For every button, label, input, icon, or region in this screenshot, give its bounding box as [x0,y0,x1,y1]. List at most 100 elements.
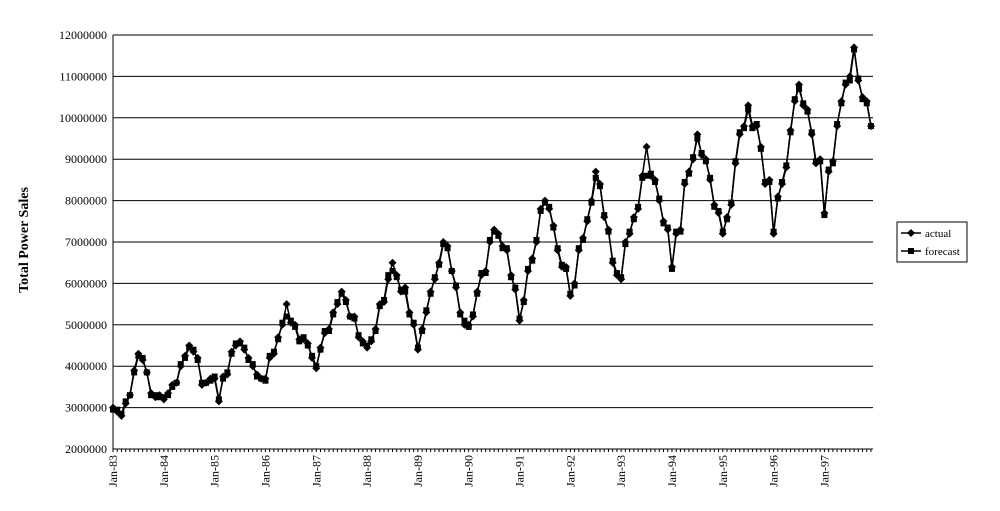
data-point [253,373,260,380]
x-tick-label: Jan-97 [817,455,831,487]
data-point [325,328,332,335]
data-point [457,311,464,318]
data-point [529,257,536,264]
data-point [668,265,675,272]
y-tick-label: 8000000 [65,194,107,208]
data-point [732,158,739,165]
y-tick-label: 12000000 [59,28,107,42]
x-tick-label: Jan-96 [767,455,781,487]
data-point [715,207,722,214]
data-point [211,373,218,380]
data-point [186,344,193,351]
data-point [436,261,443,268]
data-point [419,328,426,335]
data-point [465,323,472,330]
data-point [372,328,379,335]
data-point [300,334,307,341]
data-point [804,108,811,115]
data-point [381,296,388,303]
y-tick-label: 5000000 [65,318,107,332]
data-point [482,270,489,277]
data-point [812,158,819,165]
data-point [160,394,167,401]
data-point [431,274,438,281]
data-point [224,369,231,376]
data-point [724,216,731,223]
data-point [139,354,146,361]
data-point [537,207,544,214]
data-point [495,232,502,239]
data-point [757,145,764,152]
data-point [317,346,324,353]
data-point [282,300,291,309]
data-point [567,290,574,297]
data-point [846,77,853,84]
data-point [347,313,354,320]
data-point [554,245,561,252]
data-point [215,396,222,403]
data-point [817,158,824,165]
data-point [774,195,781,202]
data-point [270,348,277,355]
data-point [388,258,397,267]
data-point [834,121,841,128]
data-point [643,172,650,179]
data-point [287,317,294,324]
data-point [114,406,121,413]
data-point [546,203,553,210]
data-point [279,319,286,326]
data-point [232,340,239,347]
data-point [389,267,396,274]
data-point [825,166,832,173]
data-point [338,290,345,297]
data-point [266,352,273,359]
data-point [592,174,599,181]
data-point [292,323,299,330]
data-point [707,174,714,181]
data-point [110,406,116,413]
data-point [829,160,836,167]
data-point [694,135,701,142]
data-point [220,375,227,382]
data-point [719,228,726,235]
data-point [203,379,210,386]
data-point [647,170,654,177]
data-point [791,96,798,103]
data-point [368,336,375,343]
legend-marker [907,229,915,237]
data-point [414,344,421,351]
data-point [770,228,777,235]
x-tick-label: Jan-94 [665,455,679,487]
data-point [796,85,803,92]
data-point [863,100,870,107]
data-point [601,212,608,219]
data-point [652,178,659,185]
y-tick-label: 2000000 [65,442,107,456]
data-point [152,392,159,399]
data-point [618,274,625,281]
data-point [690,154,697,161]
data-point [177,361,184,368]
data-point [181,354,188,361]
data-point [766,178,773,185]
data-point [541,199,548,206]
data-point [131,369,138,376]
data-point [575,245,582,252]
data-point [207,377,214,384]
x-tick-label: Jan-95 [716,455,730,487]
data-point [673,228,680,235]
x-tick-label: Jan-85 [208,455,222,487]
data-point [397,286,404,293]
data-point [524,265,531,272]
data-point [800,100,807,107]
x-tick-label: Jan-91 [513,455,527,487]
data-point [613,270,620,277]
data-point [486,236,493,243]
data-point [728,199,735,206]
data-point [334,299,341,306]
data-point [453,282,460,289]
y-tick-label: 6000000 [65,276,107,290]
data-point [491,228,498,235]
data-point [228,350,235,357]
x-tick-label: Jan-86 [258,455,272,487]
